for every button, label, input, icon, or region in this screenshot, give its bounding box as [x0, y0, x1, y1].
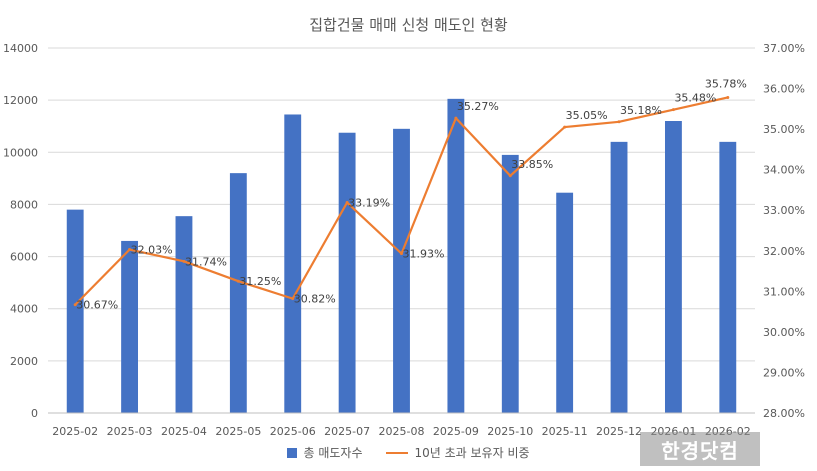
line-point	[345, 201, 349, 205]
bar	[229, 173, 247, 413]
bar	[664, 121, 682, 413]
x-tick-label: 2025-09	[433, 425, 479, 438]
bar	[284, 114, 302, 413]
bar	[393, 128, 410, 414]
x-tick-label: 2025-08	[379, 425, 425, 438]
line-data-label: 35.18%	[620, 104, 662, 117]
line-point	[236, 279, 240, 283]
legend-item-bars: 총 매도자수	[287, 444, 362, 461]
x-tick-label: 2025-12	[596, 425, 642, 438]
y-right-tick-label: 35.00%	[763, 123, 805, 136]
x-tick-label: 2025-06	[270, 425, 316, 438]
bar	[719, 141, 737, 413]
y-right-tick-label: 28.00%	[763, 407, 805, 420]
bar	[556, 192, 574, 413]
line-data-label: 33.19%	[348, 197, 390, 210]
line-point	[291, 297, 295, 301]
bar	[66, 209, 84, 413]
x-tick-label: 2025-04	[161, 425, 207, 438]
line-point	[454, 116, 458, 120]
line-data-label: 35.27%	[457, 100, 499, 113]
y-right-tick-label: 34.00%	[763, 164, 805, 177]
y-right-tick-label: 29.00%	[763, 366, 805, 379]
line-point	[182, 259, 186, 263]
bar	[121, 240, 139, 413]
x-tick-label: 2025-03	[107, 425, 153, 438]
bar	[175, 216, 193, 413]
line-point	[400, 252, 403, 256]
y-left-tick-label: 8000	[10, 198, 38, 211]
line-data-label: 30.67%	[76, 299, 118, 312]
x-tick-label: 2025-11	[542, 425, 588, 438]
y-right-tick-label: 30.00%	[763, 326, 805, 339]
line-point	[563, 125, 567, 129]
bar	[610, 141, 628, 413]
y-left-tick-label: 14000	[3, 42, 38, 55]
y-left-tick-label: 2000	[10, 355, 38, 368]
bar	[338, 132, 356, 413]
y-right-tick-label: 37.00%	[763, 42, 805, 55]
line-data-label: 35.78%	[705, 77, 747, 90]
line-data-label: 31.74%	[185, 255, 227, 268]
line-point	[73, 303, 77, 307]
x-tick-label: 2025-07	[324, 425, 370, 438]
legend-item-line: 10년 초과 보유자 비중	[386, 444, 530, 461]
bar	[501, 154, 519, 413]
legend-swatch-bars	[287, 447, 298, 458]
line-point	[508, 174, 512, 178]
x-tick-label: 2025-05	[215, 425, 261, 438]
y-left-tick-label: 6000	[10, 251, 38, 264]
line-data-label: 33.85%	[511, 158, 553, 171]
line-point	[617, 120, 621, 124]
x-tick-label: 2025-02	[52, 425, 98, 438]
line-data-label: 35.48%	[674, 92, 716, 105]
y-left-tick-label: 10000	[3, 146, 38, 159]
chart-legend: 총 매도자수 10년 초과 보유자 비중	[0, 444, 817, 461]
x-tick-label: 2025-10	[487, 425, 533, 438]
bar	[447, 98, 465, 413]
line-data-label: 31.25%	[239, 275, 281, 288]
line-data-label: 30.82%	[294, 293, 336, 306]
y-right-tick-label: 36.00%	[763, 83, 805, 96]
legend-label-line: 10년 초과 보유자 비중	[414, 446, 530, 460]
y-left-tick-label: 0	[31, 407, 38, 420]
y-right-tick-label: 32.00%	[763, 245, 805, 258]
line-point	[128, 248, 132, 252]
line-data-label: 31.93%	[403, 248, 445, 261]
watermark-logo: 한경닷컴	[640, 432, 760, 466]
line-point	[671, 108, 675, 112]
y-right-tick-label: 33.00%	[763, 204, 805, 217]
y-right-tick-label: 31.00%	[763, 285, 805, 298]
legend-label-bars: 총 매도자수	[303, 446, 363, 460]
line-point	[726, 95, 730, 99]
y-left-tick-label: 4000	[10, 303, 38, 316]
legend-swatch-line	[386, 451, 409, 454]
chart-title: 집합건물 매매 신청 매도인 현황	[309, 16, 508, 34]
y-left-tick-label: 12000	[3, 94, 38, 107]
line-data-label: 35.05%	[566, 109, 608, 122]
line-data-label: 32.03%	[131, 244, 173, 257]
